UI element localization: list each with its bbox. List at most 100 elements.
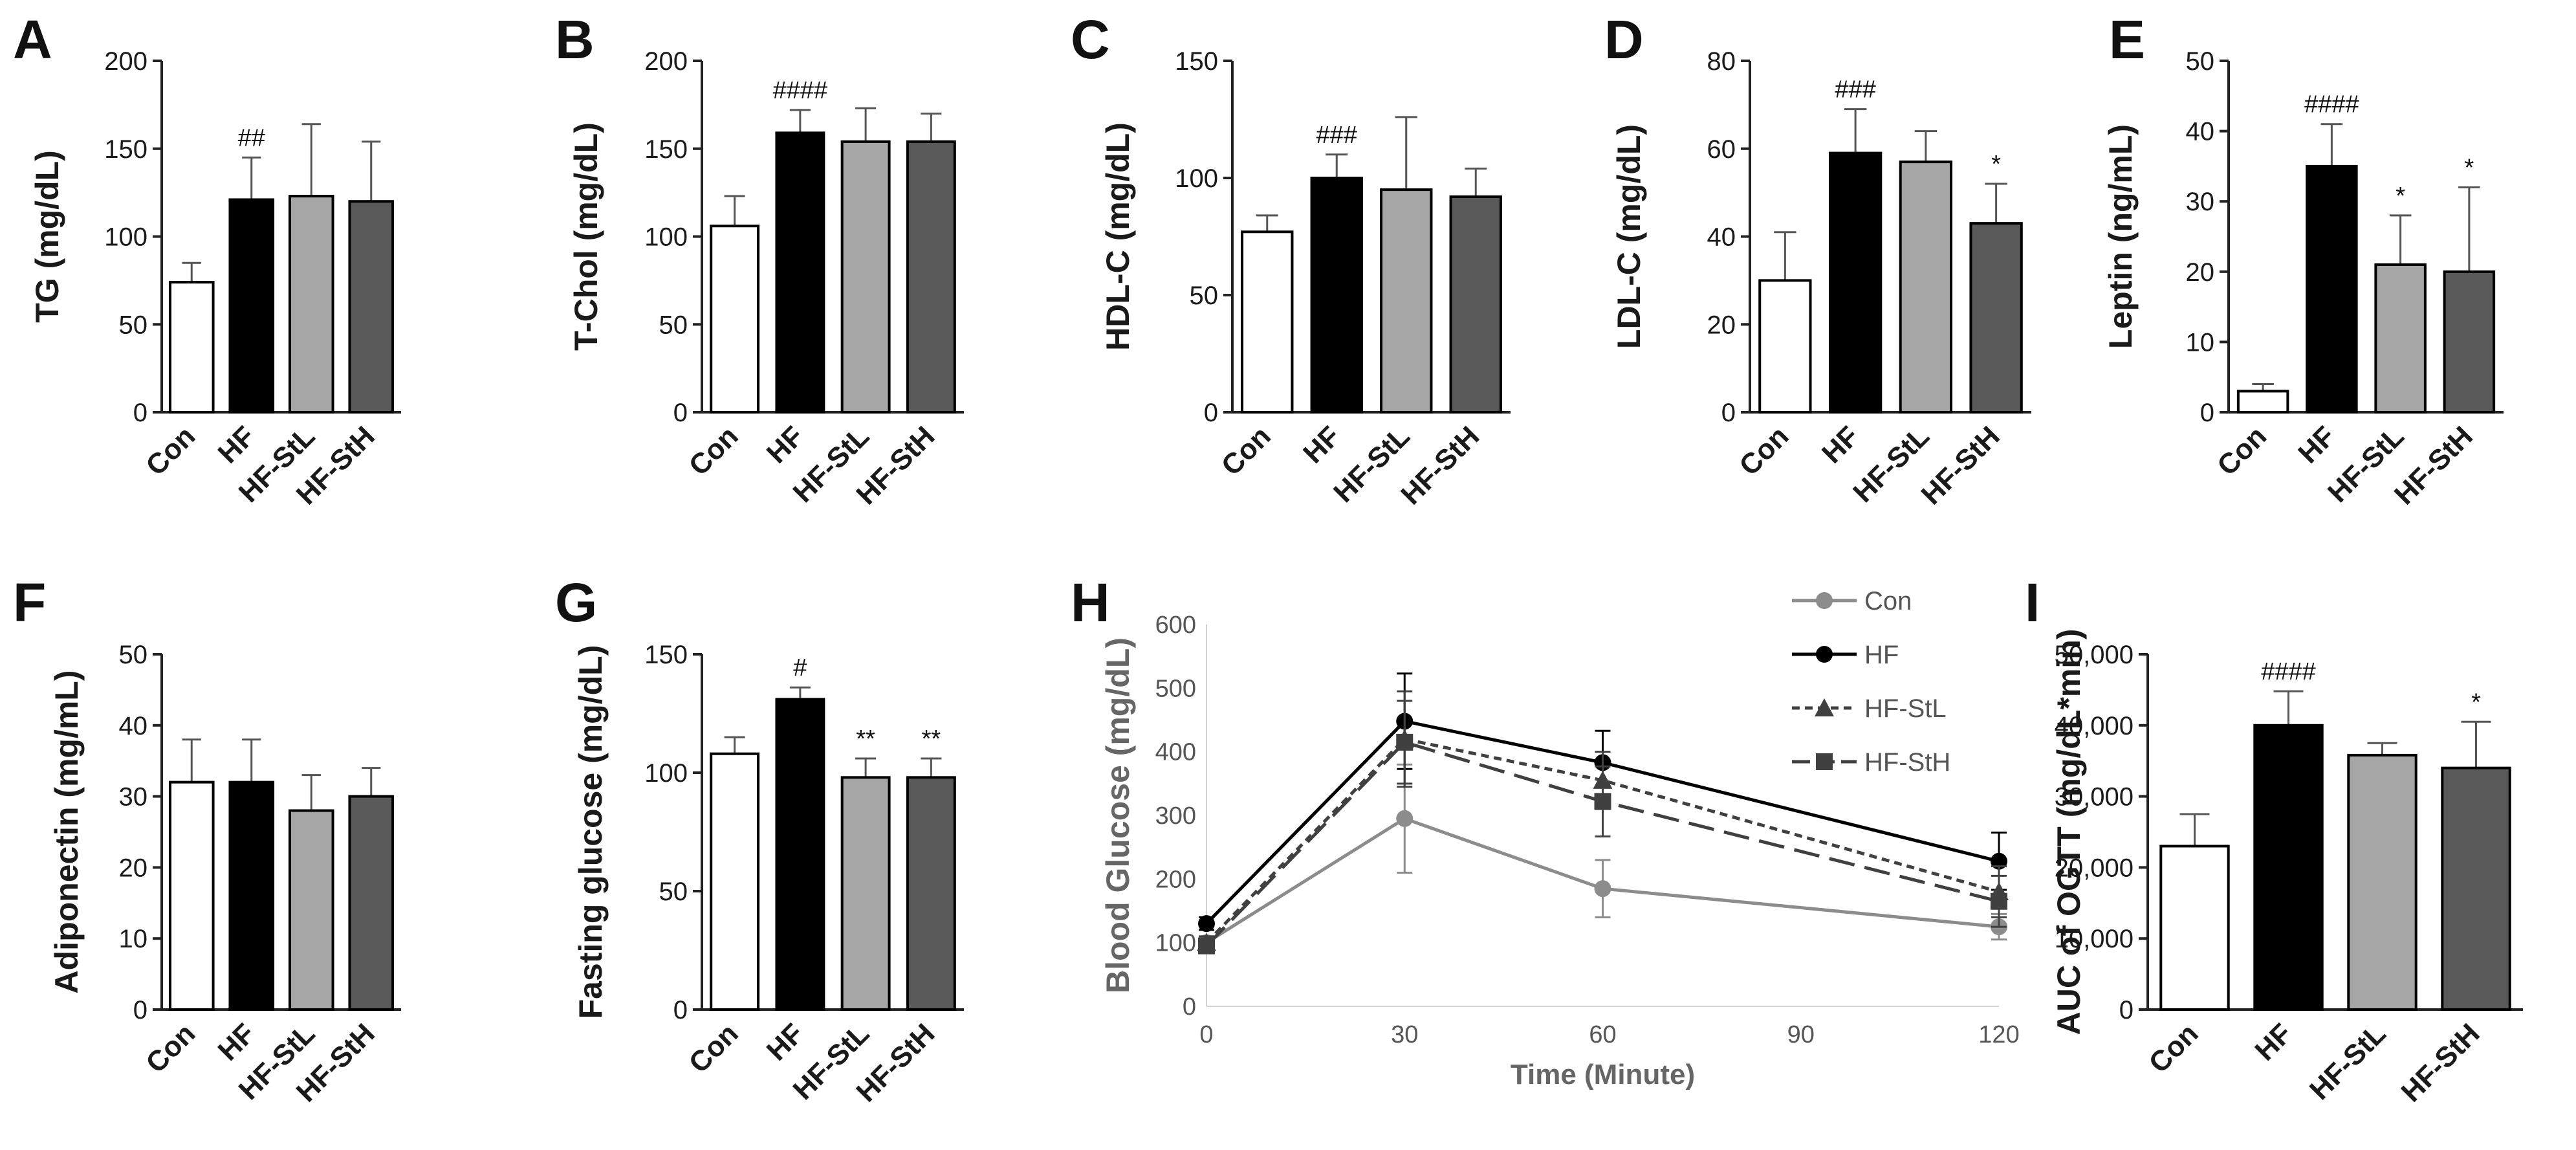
- bar-hf-sth: [348, 200, 395, 414]
- series-line-hf: [1205, 719, 2000, 925]
- data-point-hf-sth: [1594, 793, 1611, 810]
- panel-e: E 0 10 20 30 40 50 Leptin (ng/mL) Con #### HF * HF-S…: [2102, 9, 2504, 511]
- y-tick-label: 150: [644, 135, 688, 164]
- y-axis-label: Blood Glucose (mg/dL): [1100, 637, 1136, 993]
- category-label: Con: [2211, 420, 2273, 481]
- category-label: HF: [2292, 420, 2341, 469]
- y-tick-label: 0: [133, 996, 147, 1024]
- significance-label: ####: [773, 77, 828, 104]
- bar-con: [168, 281, 215, 414]
- significance-label: ##: [238, 124, 265, 151]
- data-point-hf-sth: [1396, 733, 1414, 751]
- bar-hf-sth: [906, 776, 956, 1011]
- bar-hf-stl: [1899, 160, 1953, 414]
- significance-label: **: [856, 725, 875, 753]
- y-tick-label: 100: [104, 223, 147, 252]
- y-tick-label: 50: [2186, 47, 2215, 76]
- panel-letter-e: E: [2109, 9, 2145, 70]
- y-tick-label: 500: [1155, 675, 1196, 702]
- category-label: Con: [1733, 420, 1795, 481]
- bar-hf: [2306, 164, 2358, 414]
- y-tick-label: 40,000: [2055, 712, 2134, 740]
- panel-letter-i: I: [2025, 572, 2040, 633]
- y-tick-label: 0: [673, 399, 688, 427]
- category-label: HF: [212, 420, 261, 469]
- y-tick-label: 60: [1707, 135, 1736, 164]
- bar-hf: [228, 198, 275, 414]
- y-tick-label: 100: [1155, 930, 1196, 957]
- y-tick-label: 0: [1183, 993, 1196, 1021]
- bar-hf-stl: [2374, 263, 2427, 414]
- category-label: HF: [761, 420, 810, 469]
- bar-hf-sth: [348, 795, 395, 1011]
- bar-con: [1758, 279, 1812, 414]
- y-tick-label: 50: [1190, 282, 1219, 310]
- y-tick-label: 20: [1707, 311, 1736, 339]
- significance-label: *: [2396, 182, 2405, 210]
- y-tick-label: 50,000: [2055, 641, 2134, 669]
- y-tick-label: 600: [1155, 612, 1196, 639]
- significance-label: #: [793, 654, 807, 681]
- significance-label: *: [1991, 151, 2001, 178]
- bar-hf-stl: [840, 140, 891, 414]
- legend-label-hf: HF: [1864, 641, 1899, 669]
- significance-label: ###: [1316, 122, 1357, 149]
- category-label: HF-StH: [1916, 420, 2006, 511]
- y-axis-label: Leptin (ng/mL): [2102, 124, 2139, 349]
- bar-hf: [775, 698, 825, 1012]
- y-tick-label: 40: [1707, 223, 1736, 252]
- bar-con: [168, 780, 215, 1011]
- panel-letter-g: G: [555, 572, 597, 633]
- bar-hf-stl: [1380, 188, 1433, 414]
- series-line-hf-sth: [1205, 740, 2000, 947]
- category-label: Con: [683, 1017, 745, 1079]
- panel-letter-h: H: [1071, 572, 1110, 633]
- y-tick-label: 150: [104, 135, 147, 164]
- significance-label: **: [922, 725, 941, 753]
- bar-hf-stl: [288, 809, 334, 1012]
- bar-con: [1241, 230, 1294, 414]
- bar-con: [2159, 845, 2230, 1011]
- y-tick-label: 40: [119, 712, 148, 740]
- y-tick-label: 10,000: [2055, 925, 2134, 953]
- x-tick-label: 90: [1787, 1021, 1815, 1048]
- category-label: HF-StH: [2395, 1017, 2485, 1108]
- legend-label-hf-stl: HF-StL: [1864, 694, 1947, 723]
- y-tick-label: 200: [1155, 866, 1196, 893]
- category-label: HF: [2249, 1017, 2298, 1067]
- x-tick-label: 30: [1391, 1021, 1418, 1048]
- panel-g: G 0 50 100 150 Fasting glucose (mg/dL) Con # HF *…: [555, 572, 964, 1108]
- bar-hf-sth: [906, 140, 956, 414]
- y-tick-label: 100: [644, 759, 688, 788]
- x-tick-label: 0: [1199, 1021, 1213, 1048]
- panel-letter-a: A: [13, 9, 52, 70]
- y-tick-label: 150: [644, 641, 688, 669]
- y-tick-label: 10: [2186, 328, 2215, 357]
- y-tick-label: 150: [1175, 47, 1218, 76]
- data-point-con: [1396, 810, 1414, 827]
- category-label: Con: [683, 420, 745, 481]
- bar-hf-sth: [2441, 766, 2511, 1012]
- y-tick-label: 30: [119, 783, 148, 812]
- bar-con: [710, 225, 760, 414]
- y-tick-label: 20: [119, 854, 148, 882]
- y-tick-label: 10: [119, 925, 148, 953]
- y-axis-label: HDL-C (mg/dL): [1100, 122, 1136, 351]
- category-label: HF: [1816, 420, 1865, 469]
- significance-label: *: [2471, 689, 2481, 716]
- panel-letter-c: C: [1071, 9, 1110, 70]
- bar-hf-sth: [2443, 270, 2496, 414]
- y-tick-label: 50: [659, 878, 688, 906]
- y-tick-label: 50: [119, 311, 148, 339]
- legend-marker-hf-stl: [1815, 698, 1834, 716]
- y-tick-label: 50: [659, 311, 688, 339]
- category-label: Con: [140, 420, 201, 481]
- data-point-hf-sth: [1991, 892, 2007, 910]
- legend-label-con: Con: [1864, 587, 1912, 615]
